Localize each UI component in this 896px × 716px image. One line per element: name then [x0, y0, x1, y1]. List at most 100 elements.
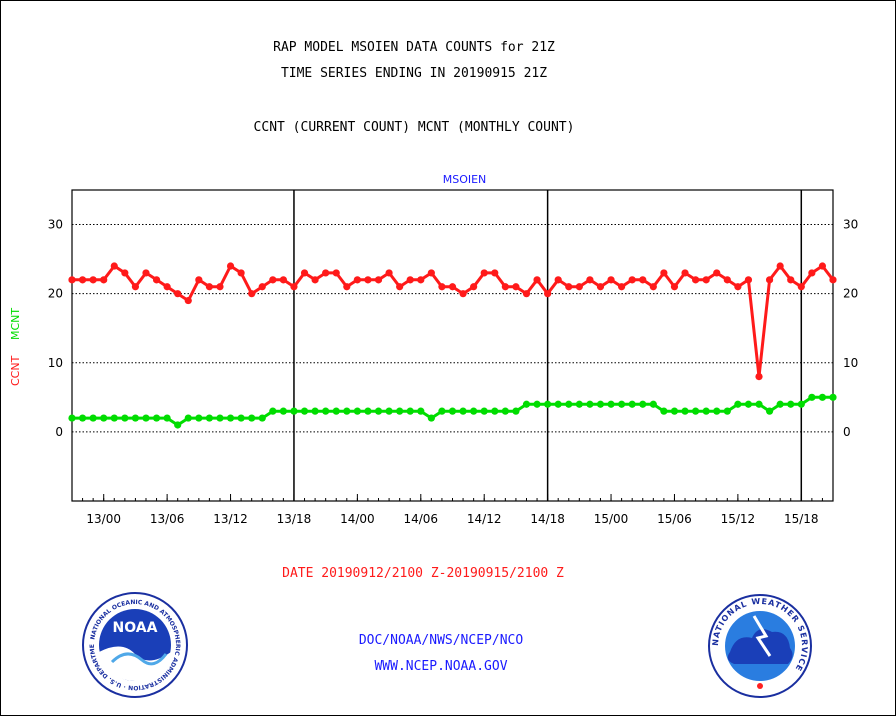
data-point-ccnt — [438, 283, 446, 291]
data-point-mcnt — [713, 407, 721, 415]
data-point-mcnt — [618, 400, 626, 408]
noaa-logo: NOAA NATIONAL OCEANIC AND ATMOSPHERIC AD… — [82, 592, 188, 698]
data-point-mcnt — [332, 407, 340, 415]
data-point-mcnt — [121, 414, 129, 422]
data-point-ccnt — [385, 269, 393, 277]
data-point-mcnt — [501, 407, 509, 415]
data-point-mcnt — [184, 414, 192, 422]
data-point-mcnt — [723, 407, 731, 415]
nws-logo: NATIONAL WEATHER SERVICE — [708, 594, 812, 698]
data-point-mcnt — [248, 414, 256, 422]
data-point-mcnt — [226, 414, 235, 422]
data-point-ccnt — [607, 276, 615, 284]
data-point-mcnt — [290, 407, 298, 415]
website-link[interactable]: WWW.NCEP.NOAA.GOV — [374, 659, 508, 674]
data-point-ccnt — [131, 283, 140, 291]
data-point-ccnt — [78, 276, 87, 284]
data-point-mcnt — [322, 407, 330, 415]
y-tick-label-right: 10 — [843, 356, 858, 370]
data-point-ccnt — [396, 283, 404, 291]
data-point-mcnt — [364, 407, 372, 415]
data-point-ccnt — [734, 283, 742, 291]
data-point-ccnt — [100, 276, 108, 284]
data-point-mcnt — [691, 407, 700, 415]
data-point-mcnt — [131, 414, 140, 422]
y-tick-label-left: 0 — [55, 425, 63, 439]
data-point-ccnt — [575, 283, 583, 291]
data-point-ccnt — [512, 283, 520, 291]
chart-subtitle: CCNT (CURRENT COUNT) MCNT (MONTHLY COUNT… — [253, 120, 575, 135]
data-point-ccnt — [554, 276, 562, 284]
data-point-mcnt — [586, 400, 594, 408]
chart-title-line-2: TIME SERIES ENDING IN 20190915 21Z — [280, 66, 548, 81]
data-point-mcnt — [100, 414, 108, 422]
data-point-ccnt — [279, 276, 287, 284]
data-point-mcnt — [607, 400, 615, 408]
data-point-ccnt — [797, 283, 805, 291]
data-point-mcnt — [776, 400, 784, 408]
data-point-ccnt — [670, 283, 679, 291]
data-point-ccnt — [744, 276, 753, 284]
noaa-logo-text: NOAA — [113, 620, 158, 636]
data-point-ccnt — [565, 283, 573, 291]
data-point-ccnt — [448, 283, 457, 291]
data-point-ccnt — [174, 290, 182, 298]
data-point-mcnt — [417, 407, 425, 415]
data-point-ccnt — [364, 276, 372, 284]
data-point-ccnt — [639, 276, 647, 284]
data-point-ccnt — [776, 262, 784, 270]
data-point-ccnt — [491, 269, 499, 277]
data-point-mcnt — [195, 414, 203, 422]
data-point-mcnt — [522, 400, 531, 408]
data-point-mcnt — [300, 407, 309, 415]
data-point-mcnt — [279, 407, 287, 415]
data-point-mcnt — [427, 414, 435, 422]
data-point-mcnt — [78, 414, 87, 422]
x-tick-label: 15/00 — [594, 512, 629, 526]
data-point-ccnt — [322, 269, 330, 277]
data-point-mcnt — [575, 400, 583, 408]
data-point-mcnt — [628, 400, 636, 408]
data-point-ccnt — [480, 269, 488, 277]
data-point-mcnt — [797, 400, 805, 408]
data-point-mcnt — [258, 414, 266, 422]
data-point-mcnt — [237, 414, 245, 422]
data-point-mcnt — [459, 407, 467, 415]
x-tick-label: 14/12 — [467, 512, 502, 526]
x-tick-label: 13/18 — [277, 512, 312, 526]
y-tick-label-left: 30 — [48, 218, 63, 232]
data-point-mcnt — [734, 400, 742, 408]
data-point-mcnt — [406, 407, 414, 415]
data-point-ccnt — [205, 283, 214, 291]
x-tick-label: 13/12 — [213, 512, 248, 526]
data-point-ccnt — [628, 276, 636, 284]
data-point-ccnt — [68, 276, 76, 284]
data-point-ccnt — [681, 269, 689, 277]
data-point-ccnt — [110, 262, 118, 270]
y-axis-label-ccnt: CCNT — [9, 355, 22, 386]
data-point-mcnt — [311, 407, 319, 415]
data-point-mcnt — [649, 400, 657, 408]
data-point-ccnt — [417, 276, 425, 284]
data-point-mcnt — [765, 407, 774, 415]
x-tick-label: 13/06 — [150, 512, 185, 526]
data-point-mcnt — [533, 400, 541, 408]
data-point-ccnt — [522, 290, 531, 298]
x-tick-label: 14/06 — [403, 512, 438, 526]
data-point-ccnt — [459, 290, 467, 298]
y-axis-label-mcnt: MCNT — [9, 308, 22, 340]
data-point-ccnt — [290, 283, 298, 291]
data-point-ccnt — [649, 283, 657, 291]
data-point-mcnt — [755, 400, 763, 408]
series-line-ccnt — [72, 264, 835, 379]
data-point-mcnt — [385, 407, 393, 415]
data-point-mcnt — [512, 407, 520, 415]
x-tick-label: 14/00 — [340, 512, 375, 526]
data-point-mcnt — [480, 407, 488, 415]
plot-title: MSOIEN — [443, 173, 487, 186]
data-point-ccnt — [596, 283, 605, 291]
data-point-mcnt — [163, 414, 171, 422]
plot-frame — [71, 189, 834, 502]
data-point-ccnt — [787, 276, 795, 284]
